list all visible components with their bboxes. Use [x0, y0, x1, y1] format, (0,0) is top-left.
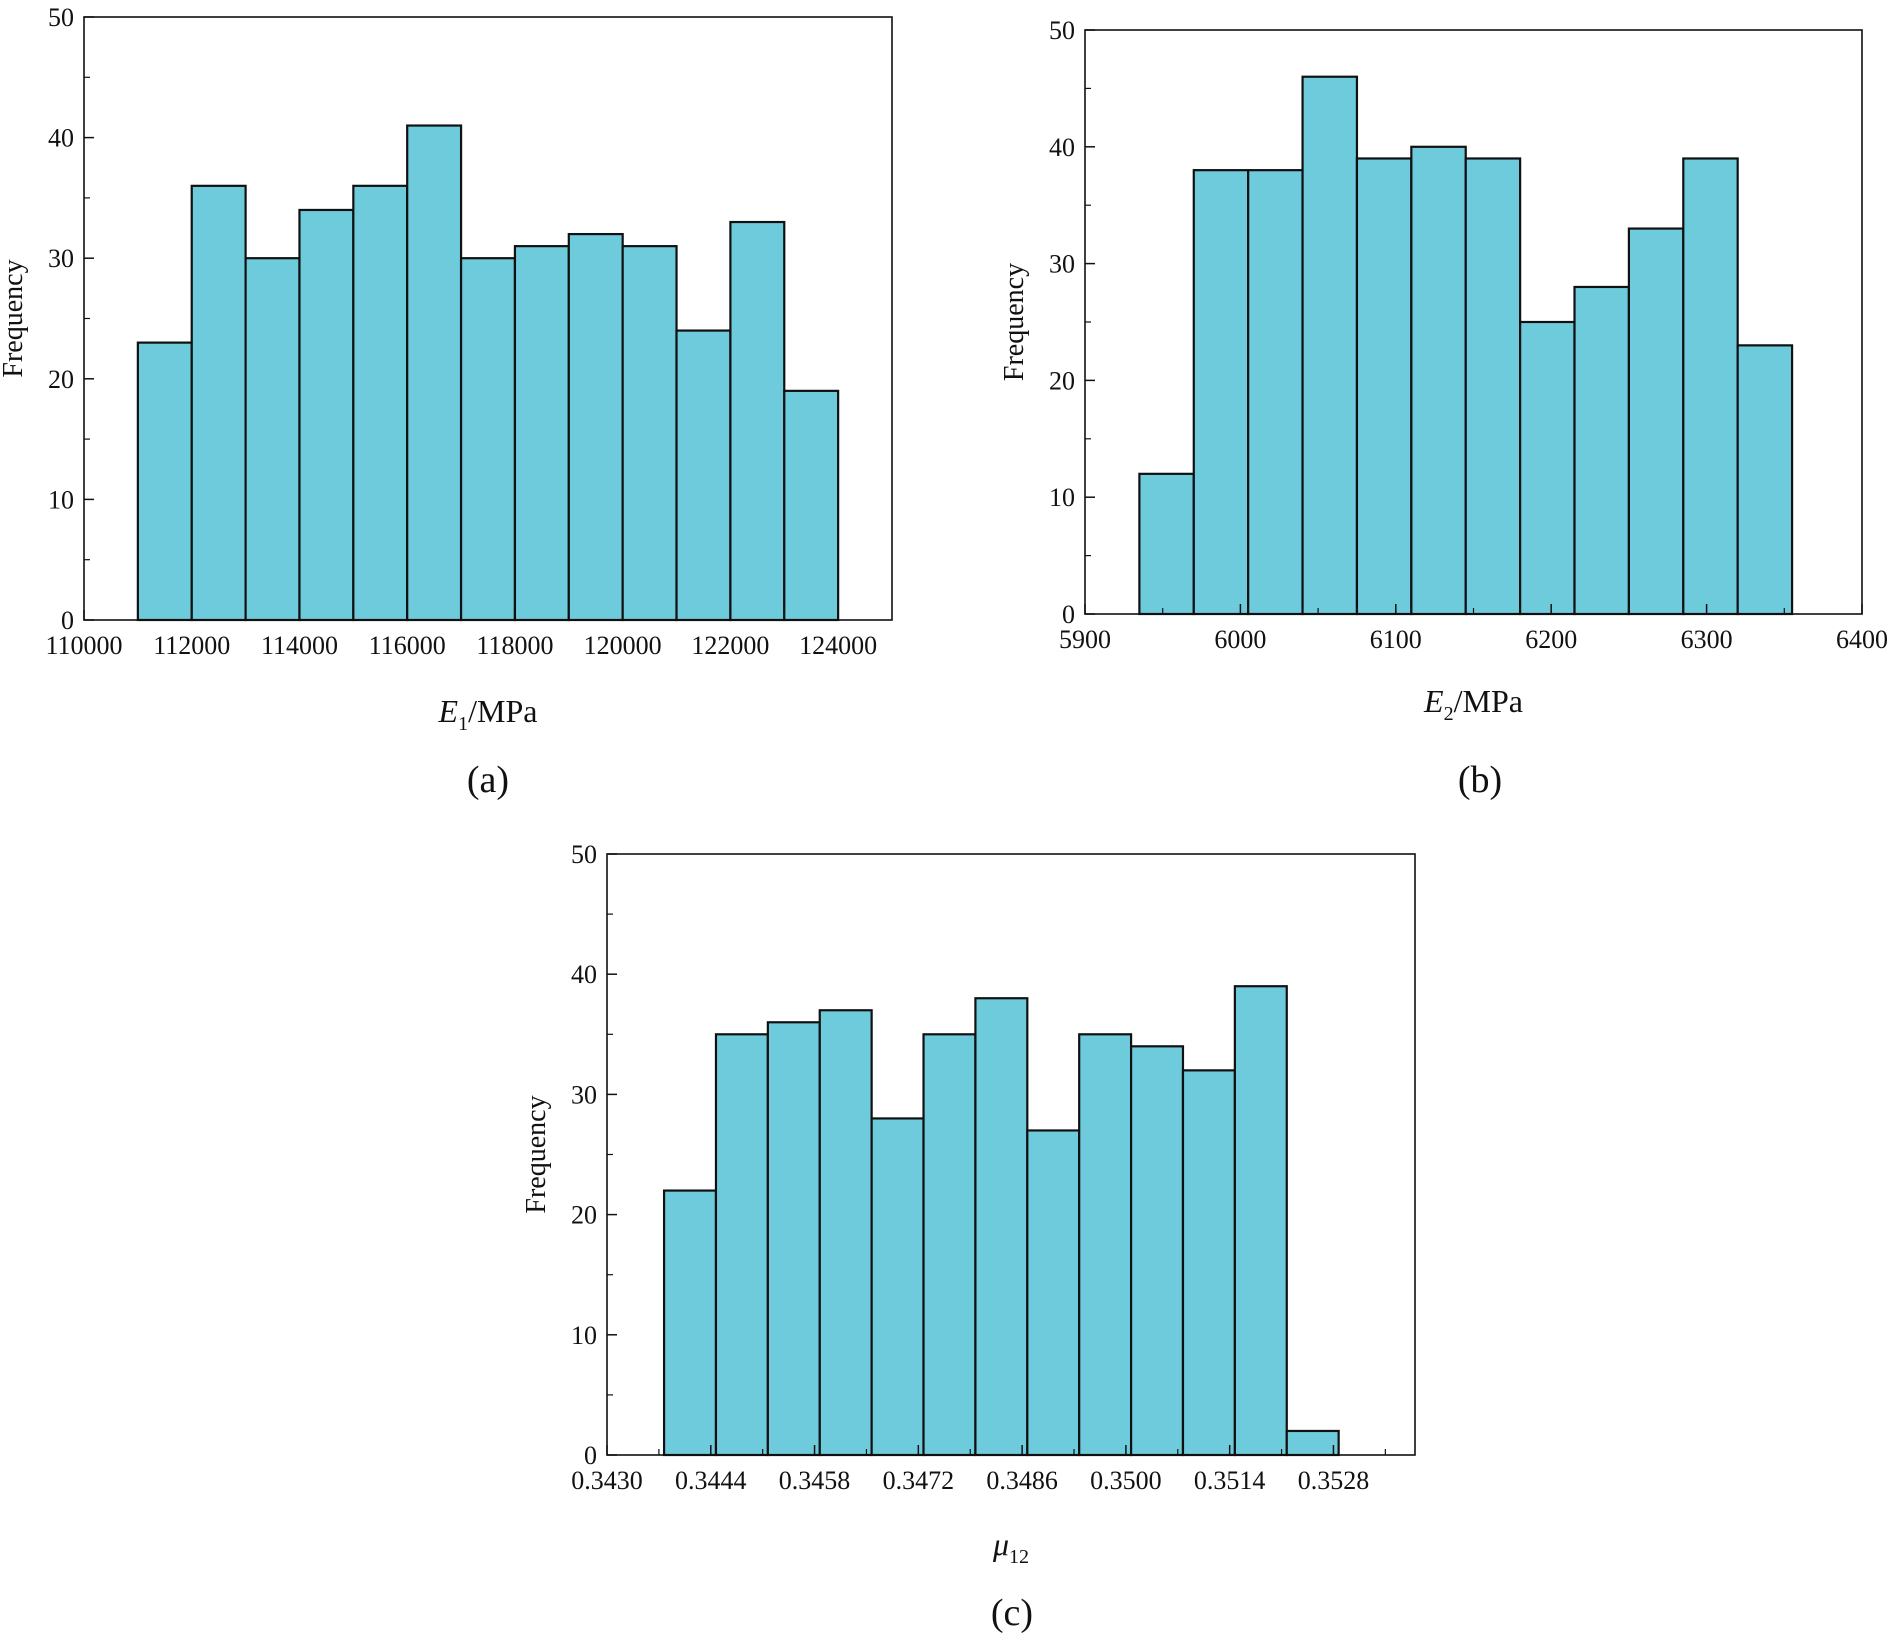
histogram-bar — [406, 124, 463, 622]
x-tick-label: 114000 — [261, 631, 338, 660]
x-tick-label: 6200 — [1525, 625, 1577, 654]
y-axis-label: Frequency — [521, 1095, 552, 1213]
x-tick-label: 122000 — [691, 631, 769, 660]
histogram-bar — [513, 245, 570, 622]
histogram-bar — [675, 329, 732, 622]
histogram-bar — [766, 1021, 821, 1457]
histogram-bar — [136, 341, 193, 622]
histogram-bar — [567, 232, 624, 622]
x-tick-label: 0.3430 — [571, 1466, 643, 1495]
histogram-e1: 110000 112000 114000 116000 118000 120000 1220… — [0, 3, 893, 801]
histogram-bar — [783, 389, 840, 622]
histogram-bar — [1192, 169, 1250, 616]
y-tick-label: 30 — [1049, 250, 1075, 279]
x-tick-label: 118000 — [476, 631, 553, 660]
histogram-bar — [922, 1033, 977, 1457]
x-tick-label: 0.3444 — [675, 1466, 747, 1495]
histogram-bar — [974, 997, 1029, 1457]
x-tick-label: 6400 — [1836, 625, 1888, 654]
x-tick-label: 112000 — [153, 631, 230, 660]
histogram-bar — [190, 184, 247, 622]
histogram-bar — [1285, 1429, 1340, 1457]
x-tick-label: 0.3458 — [779, 1466, 851, 1495]
histogram-bar — [352, 184, 409, 622]
panel-caption: (c) — [991, 1592, 1033, 1634]
y-tick-label: 40 — [48, 124, 74, 153]
x-axis-label: E1/MPa — [438, 693, 538, 735]
x-tick-label: 5900 — [1059, 625, 1111, 654]
x-tick-label: 6000 — [1214, 625, 1266, 654]
x-axis-label: μ12 — [992, 1526, 1029, 1568]
x-tick-label: 124000 — [799, 631, 877, 660]
histogram-bar — [1736, 344, 1794, 616]
histogram-bar — [870, 1117, 925, 1457]
panel-caption: (a) — [467, 759, 509, 801]
y-tick-label: 50 — [571, 840, 597, 869]
x-tick-label: 0.3472 — [883, 1466, 955, 1495]
x-tick-label: 6100 — [1370, 625, 1422, 654]
histogram-bar — [1078, 1033, 1133, 1457]
y-tick-label: 30 — [571, 1080, 597, 1109]
histogram-bar — [1247, 169, 1304, 616]
histogram-bar — [621, 245, 678, 622]
histogram-bar — [1573, 285, 1631, 616]
y-tick-label: 20 — [571, 1201, 597, 1230]
panel-caption: (b) — [1458, 759, 1502, 801]
x-tick-label: 0.3486 — [986, 1466, 1058, 1495]
x-tick-label: 116000 — [369, 631, 446, 660]
y-tick-label: 50 — [1049, 16, 1075, 45]
y-tick-label: 0 — [1062, 600, 1075, 629]
x-tick-label: 0.3500 — [1090, 1466, 1162, 1495]
histogram-bar — [1464, 157, 1522, 616]
x-tick-label: 110000 — [45, 631, 122, 660]
histogram-bar — [1026, 1129, 1081, 1457]
histogram-bar — [662, 1189, 718, 1457]
histogram-bar — [818, 1009, 873, 1457]
y-tick-label: 20 — [1049, 366, 1075, 395]
histogram-bar — [244, 257, 301, 622]
x-tick-label: 6300 — [1681, 625, 1733, 654]
x-tick-label: 0.3528 — [1298, 1466, 1370, 1495]
histogram-bar — [1410, 145, 1467, 616]
x-axis-label: E2/MPa — [1423, 683, 1523, 725]
histogram-bar — [1233, 985, 1288, 1457]
histogram-bar — [1129, 1045, 1185, 1457]
x-tick-label: 120000 — [584, 631, 662, 660]
y-tick-label: 0 — [61, 606, 74, 635]
y-tick-label: 20 — [48, 365, 74, 394]
histogram-bar — [298, 208, 355, 622]
histogram-bar — [1627, 227, 1685, 616]
y-axis-label: Frequency — [999, 263, 1030, 381]
y-tick-label: 10 — [48, 485, 74, 514]
histogram-bar — [1138, 472, 1195, 616]
histogram-bar — [1301, 75, 1359, 616]
histogram-bar — [1355, 157, 1413, 616]
histogram-bar — [1181, 1069, 1236, 1457]
y-tick-label: 10 — [1049, 483, 1075, 512]
histogram-bar — [1519, 320, 1576, 616]
y-tick-label: 40 — [571, 960, 597, 989]
histogram-bar — [459, 257, 517, 622]
histogram-bar — [1682, 157, 1739, 616]
histogram-mu12: 0.3430 0.3444 0.3458 0.3472 0.3486 0.3500 0.35… — [521, 840, 1416, 1634]
y-axis-label: Frequency — [0, 259, 29, 377]
x-tick-label: 0.3514 — [1194, 1466, 1266, 1495]
y-tick-label: 10 — [571, 1321, 597, 1350]
y-tick-label: 30 — [48, 244, 74, 273]
y-tick-label: 50 — [48, 3, 74, 32]
histogram-bar — [714, 1033, 769, 1457]
y-tick-label: 0 — [584, 1441, 597, 1470]
histogram-e2: 5900 6000 6100 6200 6300 6400 0 10 20 30 40 50 Frequ… — [999, 16, 1888, 801]
histogram-bar — [729, 220, 786, 622]
y-tick-label: 40 — [1049, 133, 1075, 162]
